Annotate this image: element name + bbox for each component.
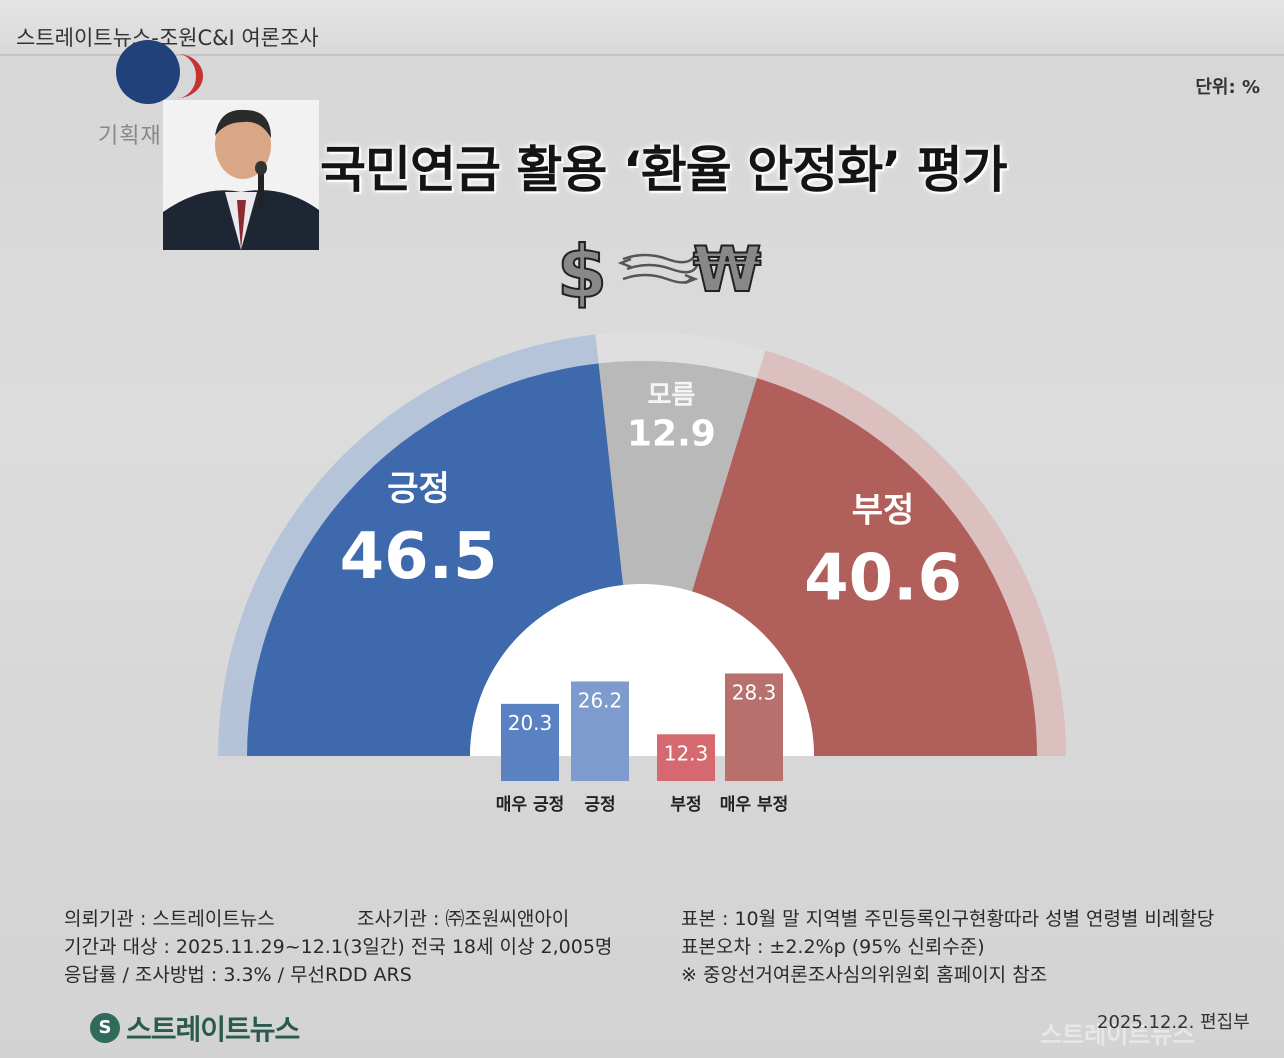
logo-text: 스트레이트뉴스 — [126, 1013, 300, 1046]
bar-label-1: 긍정 — [584, 795, 615, 815]
bar-label-2: 부정 — [670, 795, 701, 815]
pie-label-0: 긍정 — [387, 469, 450, 509]
outer-ring-2 — [756, 350, 1066, 756]
svg-text:$: $ — [557, 230, 607, 314]
pie-slice-0 — [247, 363, 624, 756]
footer-agency: 조사기관 : ㈜조원씨앤아이 — [357, 908, 570, 930]
chart-title: 국민연금 활용 ‘환율 안정화’ 평가 — [320, 141, 1008, 199]
date-line: 2025.12.2. 편집부 — [1097, 1012, 1250, 1033]
outer-ring-0 — [218, 334, 599, 756]
person-photo — [163, 100, 319, 250]
bar-value-2: 12.3 — [664, 741, 709, 765]
footer-method: 응답률 / 조사방법 : 3.3% / 무선RDD ARS — [64, 964, 412, 986]
pie-value-1: 12.9 — [627, 413, 716, 454]
footer-note: ※ 중앙선거여론조사심의위원회 홈페이지 참조 — [681, 964, 1048, 986]
unit-label: 단위: % — [1195, 77, 1260, 98]
outer-ring-1 — [595, 331, 766, 379]
watermark: 스트레이트뉴스 — [1040, 1021, 1195, 1049]
pie-label-1: 모름 — [648, 380, 696, 410]
bar-label-3: 매우 부정 — [720, 795, 788, 815]
footer-period: 기간과 대상 : 2025.11.29~12.1(3일간) 전국 18세 이상 … — [64, 936, 613, 958]
bar-2 — [657, 734, 715, 781]
pie-slice-1 — [598, 361, 757, 592]
pie-value-0: 46.5 — [340, 520, 498, 594]
pie-value-2: 40.6 — [804, 541, 962, 615]
footer-client: 의뢰기관 : 스트레이트뉴스 — [64, 908, 275, 930]
pie-slice-2 — [692, 378, 1037, 756]
bar-0 — [501, 703, 559, 781]
publisher-logo: S 스트레이트뉴스 — [90, 1008, 300, 1048]
bar-1 — [571, 681, 629, 781]
bar-value-1: 26.2 — [578, 688, 623, 712]
svg-text:₩: ₩ — [693, 233, 761, 306]
footer-sample: 표본 : 10월 말 지역별 주민등록인구현황따라 성별 연령별 비례할당 — [681, 908, 1215, 930]
emblem-logo-icon — [116, 40, 203, 104]
bar-value-0: 20.3 — [508, 711, 553, 735]
logo-mark-icon: S — [90, 1013, 120, 1043]
bar-3 — [725, 673, 783, 781]
bar-label-0: 매우 긍정 — [496, 795, 564, 815]
bar-value-3: 28.3 — [732, 680, 777, 704]
footer-error: 표본오차 : ±2.2%p (95% 신뢰수준) — [681, 936, 985, 958]
pie-label-2: 부정 — [852, 490, 915, 530]
currency-exchange-icon: $ ₩ — [555, 225, 785, 315]
